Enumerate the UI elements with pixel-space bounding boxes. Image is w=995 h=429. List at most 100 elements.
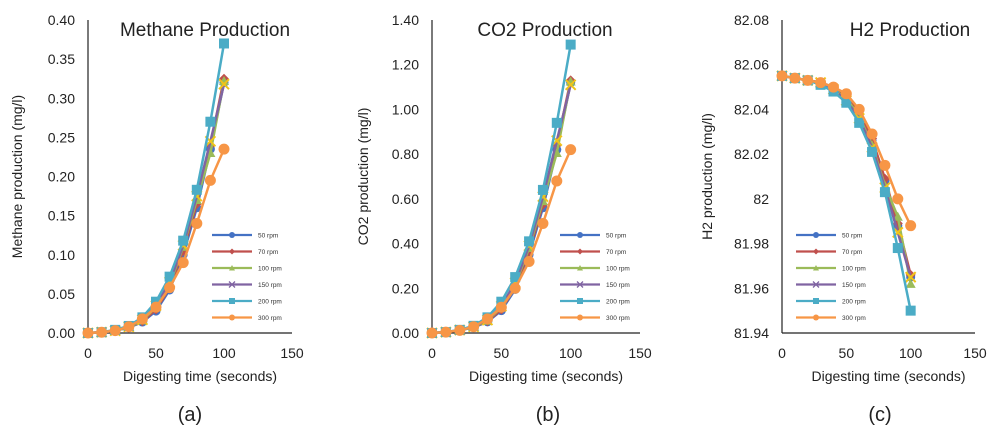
series-300-rpm-point-10 xyxy=(565,144,577,156)
series-line xyxy=(431,80,572,335)
legend-marker xyxy=(577,265,583,271)
y-tick-label: 1.40 xyxy=(392,12,419,28)
series-300-rpm-point-1 xyxy=(440,326,452,338)
legend-label: 100 rpm xyxy=(606,266,630,273)
y-tick-label: 81.94 xyxy=(734,325,769,341)
series-200-rpm-point-10 xyxy=(219,38,229,49)
legend-marker xyxy=(813,314,819,321)
series-200-rpm-point-6 xyxy=(854,117,865,128)
series-200-rpm-point-9 xyxy=(892,243,903,254)
series-300-rpm-point-3 xyxy=(815,77,827,89)
y-tick-label: 81.98 xyxy=(734,236,769,252)
series-150-rpm-point-10 xyxy=(904,271,917,283)
legend-marker xyxy=(229,314,235,321)
y-tick-label: 0.00 xyxy=(392,325,419,341)
series-300-rpm-point-5 xyxy=(495,301,507,313)
series-300-rpm-point-7 xyxy=(523,255,535,267)
series-300-rpm-point-3 xyxy=(123,321,135,333)
legend-label: 50 rpm xyxy=(842,233,862,240)
series-300-rpm-point-0 xyxy=(82,327,94,339)
legend-marker xyxy=(577,314,583,321)
legend-label: 70 rpm xyxy=(842,249,862,256)
series-300-rpm-point-2 xyxy=(454,324,466,336)
x-tick-label: 150 xyxy=(280,345,304,361)
series-200-rpm-point-8 xyxy=(879,187,890,198)
series-300-rpm-point-6 xyxy=(853,103,865,115)
panel-label: (a) xyxy=(178,404,202,426)
series-300-rpm-point-0 xyxy=(776,70,788,82)
legend-label: 150 rpm xyxy=(258,282,282,289)
legend: 50 rpm 70 rpm 100 rpm 150 rpm 200 rpm 300 rpm xyxy=(796,232,866,322)
y-tick-label: 81.96 xyxy=(734,280,769,296)
y-tick-label: 0.20 xyxy=(48,169,75,185)
panel-label: (c) xyxy=(868,404,891,426)
series-line xyxy=(87,83,226,335)
y-tick-label: 0.25 xyxy=(48,129,75,145)
y-tick-label: 82 xyxy=(753,191,769,207)
series-line xyxy=(87,43,226,335)
legend-marker xyxy=(813,298,819,304)
series-200-rpm-point-8 xyxy=(191,184,202,195)
legend-label: 50 rpm xyxy=(606,233,626,240)
y-tick-label: 82.06 xyxy=(734,57,769,73)
series-200-rpm-point-9 xyxy=(205,116,216,127)
series-200-rpm-point-10 xyxy=(905,305,916,316)
legend-label: 200 rpm xyxy=(842,299,866,306)
legend-marker xyxy=(813,248,819,255)
y-tick-label: 82.02 xyxy=(734,146,769,162)
x-axis-label: Digesting time (seconds) xyxy=(123,368,277,384)
series-line xyxy=(781,74,912,311)
series-300-rpm-point-4 xyxy=(827,81,839,93)
y-tick-label: 0.40 xyxy=(48,12,75,28)
y-tick-label: 0.10 xyxy=(48,247,75,263)
series-line xyxy=(431,84,572,335)
series-200-rpm-point-10 xyxy=(565,39,576,50)
y-tick-label: 82.04 xyxy=(734,101,769,117)
x-tick-label: 0 xyxy=(778,345,786,361)
series-300-rpm-point-1 xyxy=(789,72,801,84)
series-150-rpm-point-10 xyxy=(564,79,577,91)
series-300-rpm-point-5 xyxy=(840,88,852,100)
series-200-rpm-point-7 xyxy=(524,236,535,247)
x-tick-label: 100 xyxy=(559,345,583,361)
series-300-rpm-point-7 xyxy=(866,128,878,140)
legend-marker xyxy=(577,232,583,238)
legend-label: 150 rpm xyxy=(606,282,630,289)
series-300-rpm-point-9 xyxy=(892,193,904,205)
y-tick-label: 0.80 xyxy=(392,146,419,162)
series-line xyxy=(431,82,572,335)
series-300-rpm-point-6 xyxy=(509,282,521,294)
y-tick-label: 1.20 xyxy=(392,57,419,73)
y-tick-label: 0.00 xyxy=(48,325,75,341)
chart-title: H2 Production xyxy=(850,20,970,41)
y-tick-label: 82.08 xyxy=(734,12,769,28)
series-300-rpm-point-4 xyxy=(136,313,148,325)
y-tick-label: 0.20 xyxy=(392,280,419,296)
y-tick-label: 0.40 xyxy=(392,236,419,252)
legend-marker xyxy=(812,281,820,288)
y-tick-label: 0.30 xyxy=(48,90,75,106)
x-tick-label: 150 xyxy=(628,345,652,361)
series-300-rpm-point-1 xyxy=(96,326,108,338)
series-line xyxy=(87,82,226,335)
series-300-rpm xyxy=(776,70,917,232)
legend-label: 300 rpm xyxy=(842,315,866,322)
series-200-rpm-point-5 xyxy=(496,296,507,307)
legend: 50 rpm 70 rpm 100 rpm 150 rpm 200 rpm 300 rpm xyxy=(560,232,630,322)
y-tick-label: 0.15 xyxy=(48,208,75,224)
legend-marker xyxy=(229,265,235,271)
series-300-rpm-point-8 xyxy=(879,159,891,171)
series-300-rpm-point-9 xyxy=(204,174,216,186)
legend-label: 300 rpm xyxy=(606,315,630,322)
series-line xyxy=(431,44,572,335)
series-200-rpm-point-8 xyxy=(537,184,548,195)
x-tick-label: 100 xyxy=(899,345,923,361)
chart-title: Methane Production xyxy=(120,20,290,41)
series-200-rpm-point-6 xyxy=(510,272,521,283)
y-tick-label: 0.60 xyxy=(392,191,419,207)
series-300-rpm-point-3 xyxy=(468,321,480,333)
panel-label: (b) xyxy=(536,404,560,426)
x-tick-label: 150 xyxy=(963,345,987,361)
x-tick-label: 50 xyxy=(494,345,510,361)
series-300-rpm-point-9 xyxy=(551,175,563,187)
